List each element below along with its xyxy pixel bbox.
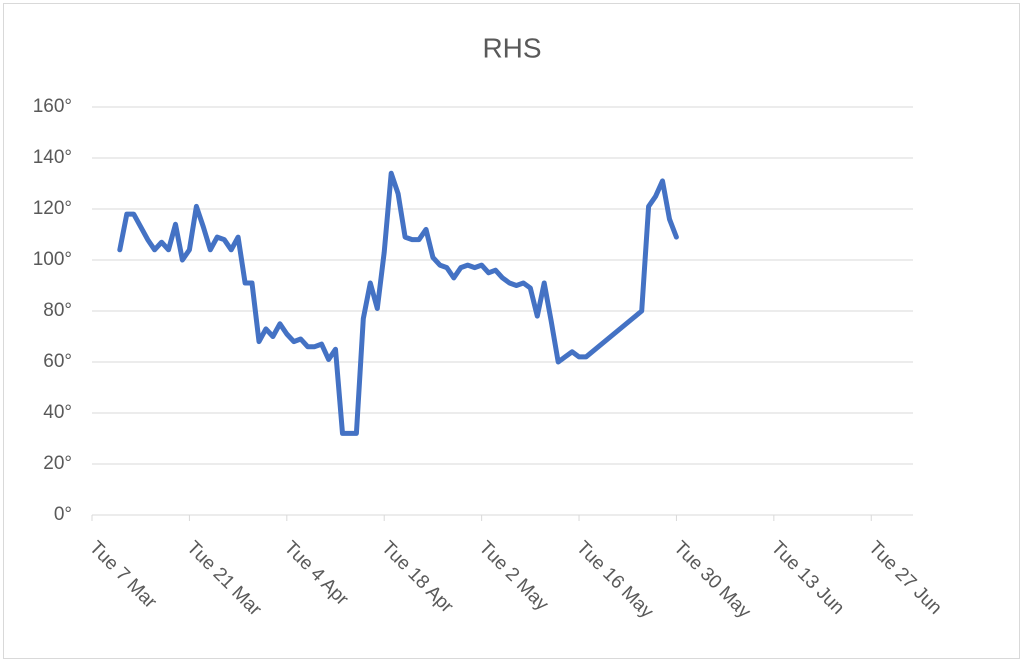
y-tick-label: 100° [33, 249, 72, 270]
y-tick-label: 160° [33, 96, 72, 117]
chart-frame [3, 3, 1020, 659]
y-tick-label: 140° [33, 147, 72, 168]
data-line [117, 170, 679, 436]
y-tick-label: 120° [33, 198, 72, 219]
y-tick-label: 80° [43, 300, 72, 321]
y-tick-label: 0° [54, 504, 72, 525]
y-tick-label: 20° [43, 453, 72, 474]
y-tick-label: 60° [43, 351, 72, 372]
y-tick-label: 40° [43, 402, 72, 423]
chart-title: RHS [482, 32, 541, 63]
